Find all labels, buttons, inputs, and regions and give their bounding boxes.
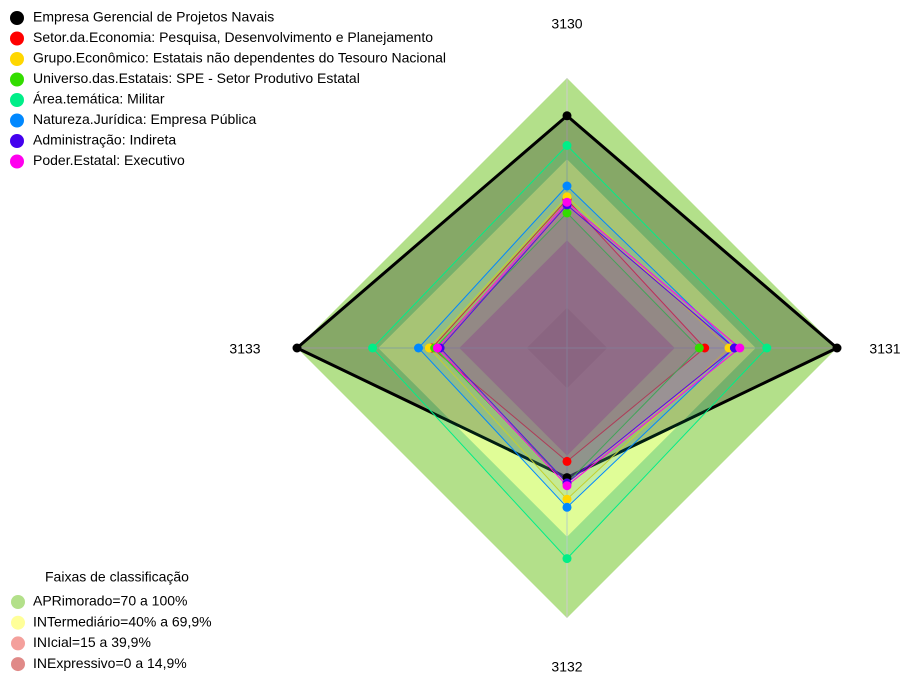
band-legend-label: INExpressivo=0 a 14,9% [33,655,187,671]
data-point [562,141,572,150]
band-legend-marker [11,595,25,609]
legend-marker [10,11,24,25]
legend-marker [10,154,24,169]
data-point [694,343,704,353]
legend-label: Administração: Indireta [33,132,176,148]
data-point [832,343,842,353]
legend-label: Setor.da.Economia: Pesquisa, Desenvolvim… [33,29,433,45]
legend-marker [10,72,24,87]
band-legend-marker [11,636,25,651]
data-point [562,494,572,504]
band-legend-label: APRimorado=70 a 100% [33,593,188,609]
legend-marker [10,52,24,66]
data-point [762,343,772,353]
data-point [292,343,302,353]
data-point [414,343,423,353]
data-point [562,554,572,564]
data-point [562,181,572,191]
data-point [368,343,378,353]
band-legend-marker [11,615,25,630]
data-point [562,481,572,491]
legend-label: Universo.das.Estatais: SPE - Setor Produ… [33,70,360,86]
data-point [562,456,572,466]
data-point [735,343,745,353]
axis-label: 3132 [551,659,582,675]
axis-label: 3131 [869,341,900,357]
data-point [562,502,572,512]
legend-label: Poder.Estatal: Executivo [33,152,185,168]
legend-label: Natureza.Jurídica: Empresa Pública [33,111,257,127]
data-point [562,111,572,121]
legend-label: Grupo.Econômico: Estatais não dependente… [33,50,446,66]
axis-label: 3133 [229,341,260,357]
legend-label: Área.temática: Militar [33,91,165,107]
data-point [432,343,442,353]
legend-label: Empresa Gerencial de Projetos Navais [33,9,274,25]
legend-marker [10,31,24,46]
legend-marker [10,93,24,107]
axis-label: 3130 [551,16,582,32]
band-legend-label: INTermediário=40% a 69,9% [33,613,212,629]
data-point [562,208,572,218]
data-point [562,197,572,207]
legend-marker [10,134,24,148]
bands-title: Faixas de classificação [45,569,189,585]
legend-marker [10,113,24,128]
band-legend-marker [11,657,25,672]
band-legend-label: INIcial=15 a 39,9% [33,634,151,650]
